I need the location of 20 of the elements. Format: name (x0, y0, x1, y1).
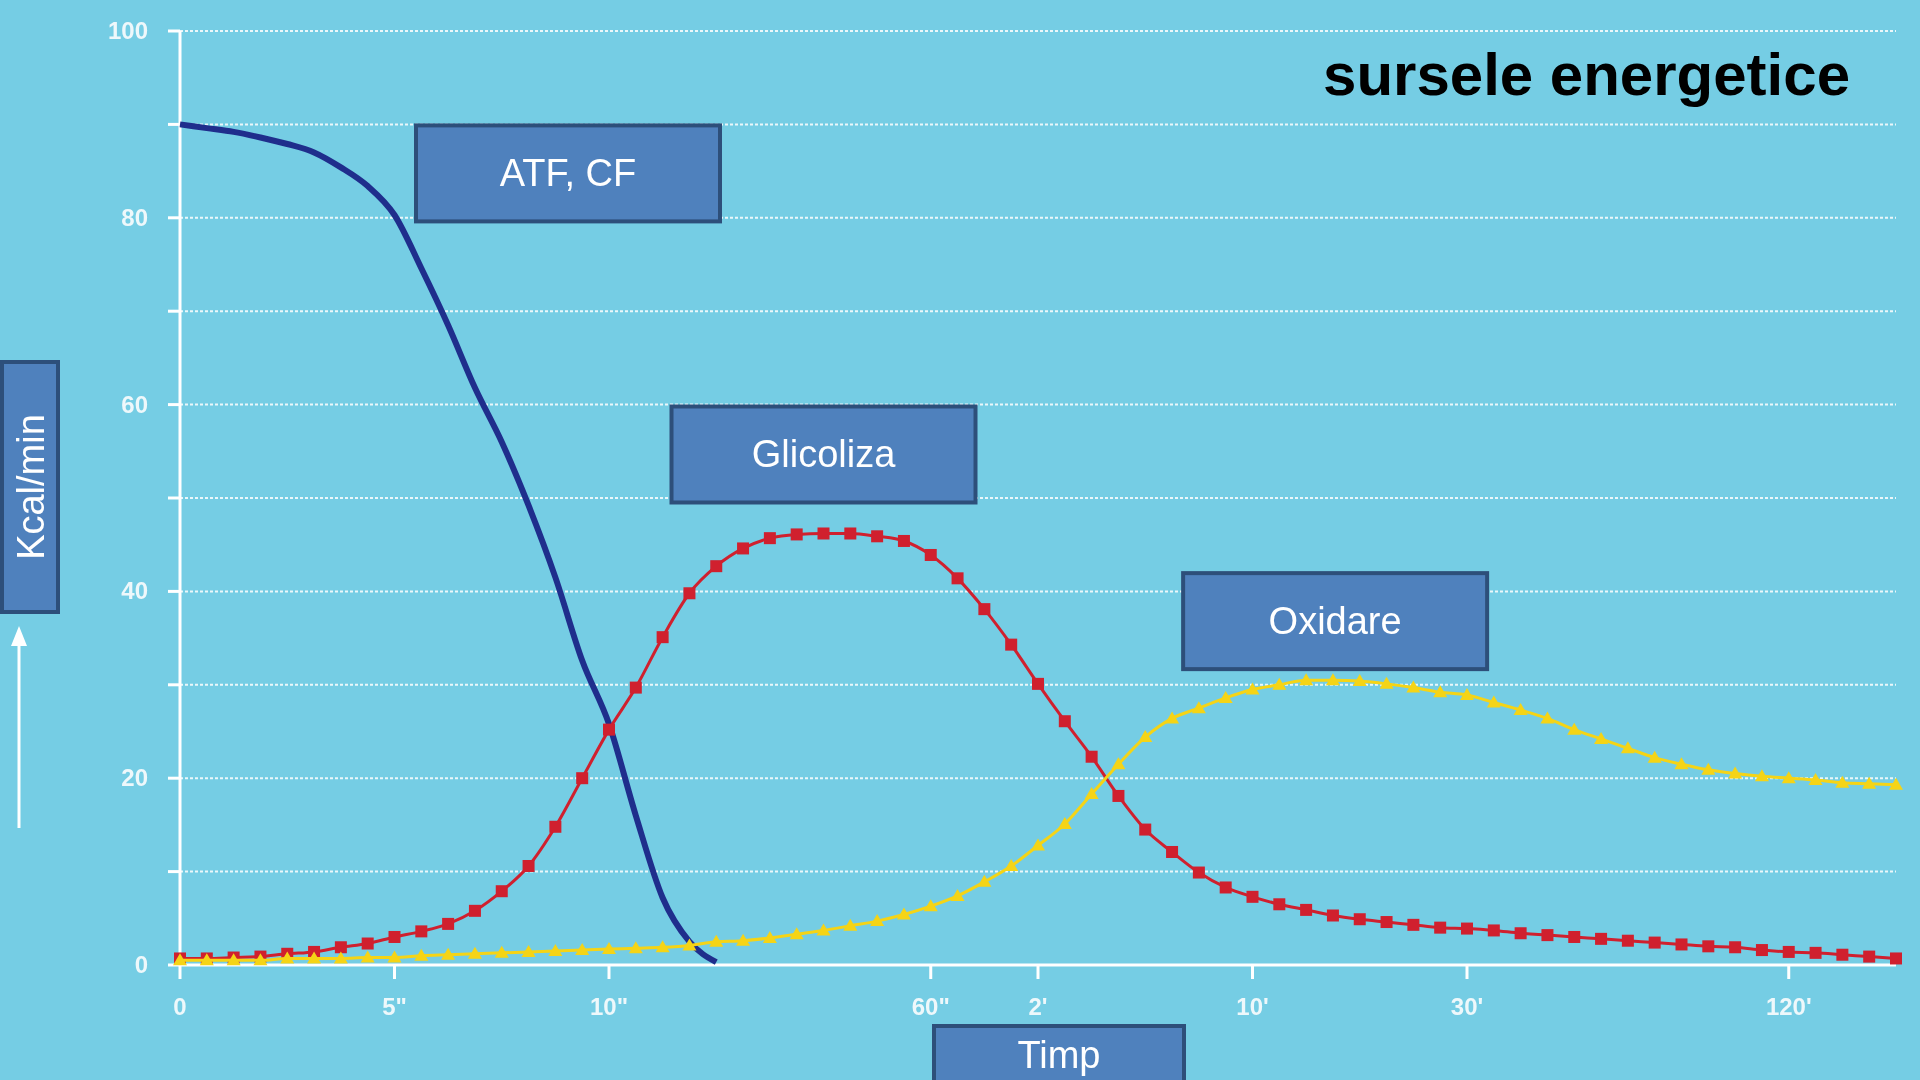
x-tick-label: 10" (589, 993, 629, 1020)
y-tick-label: 0 (134, 951, 148, 978)
y-tick-label: 40 (121, 577, 148, 605)
y-tick-label: 20 (121, 764, 148, 792)
x-tick-label: 10' (1236, 993, 1269, 1020)
x-tick-label: 5" (382, 993, 407, 1020)
series-label: Oxidare (1268, 600, 1402, 643)
y-axis-title: Kcal/min (10, 414, 52, 560)
x-tick-label: 120' (1765, 993, 1812, 1020)
y-tick-label: 80 (121, 203, 148, 231)
x-tick-label: 2' (1028, 993, 1048, 1020)
chart-title: sursele energetice (1323, 41, 1850, 108)
x-tick-label: 60" (911, 993, 950, 1020)
text: ATF, CF (499, 152, 637, 195)
series-label: Glicoliza (751, 433, 897, 476)
x-tick-label: 30' (1450, 993, 1484, 1020)
y-tick-label: 60 (121, 390, 148, 418)
y-tick-label: 100 (107, 17, 148, 44)
x-axis-title: Timp (1017, 1034, 1101, 1076)
x-tick-label: 0 (173, 993, 187, 1020)
